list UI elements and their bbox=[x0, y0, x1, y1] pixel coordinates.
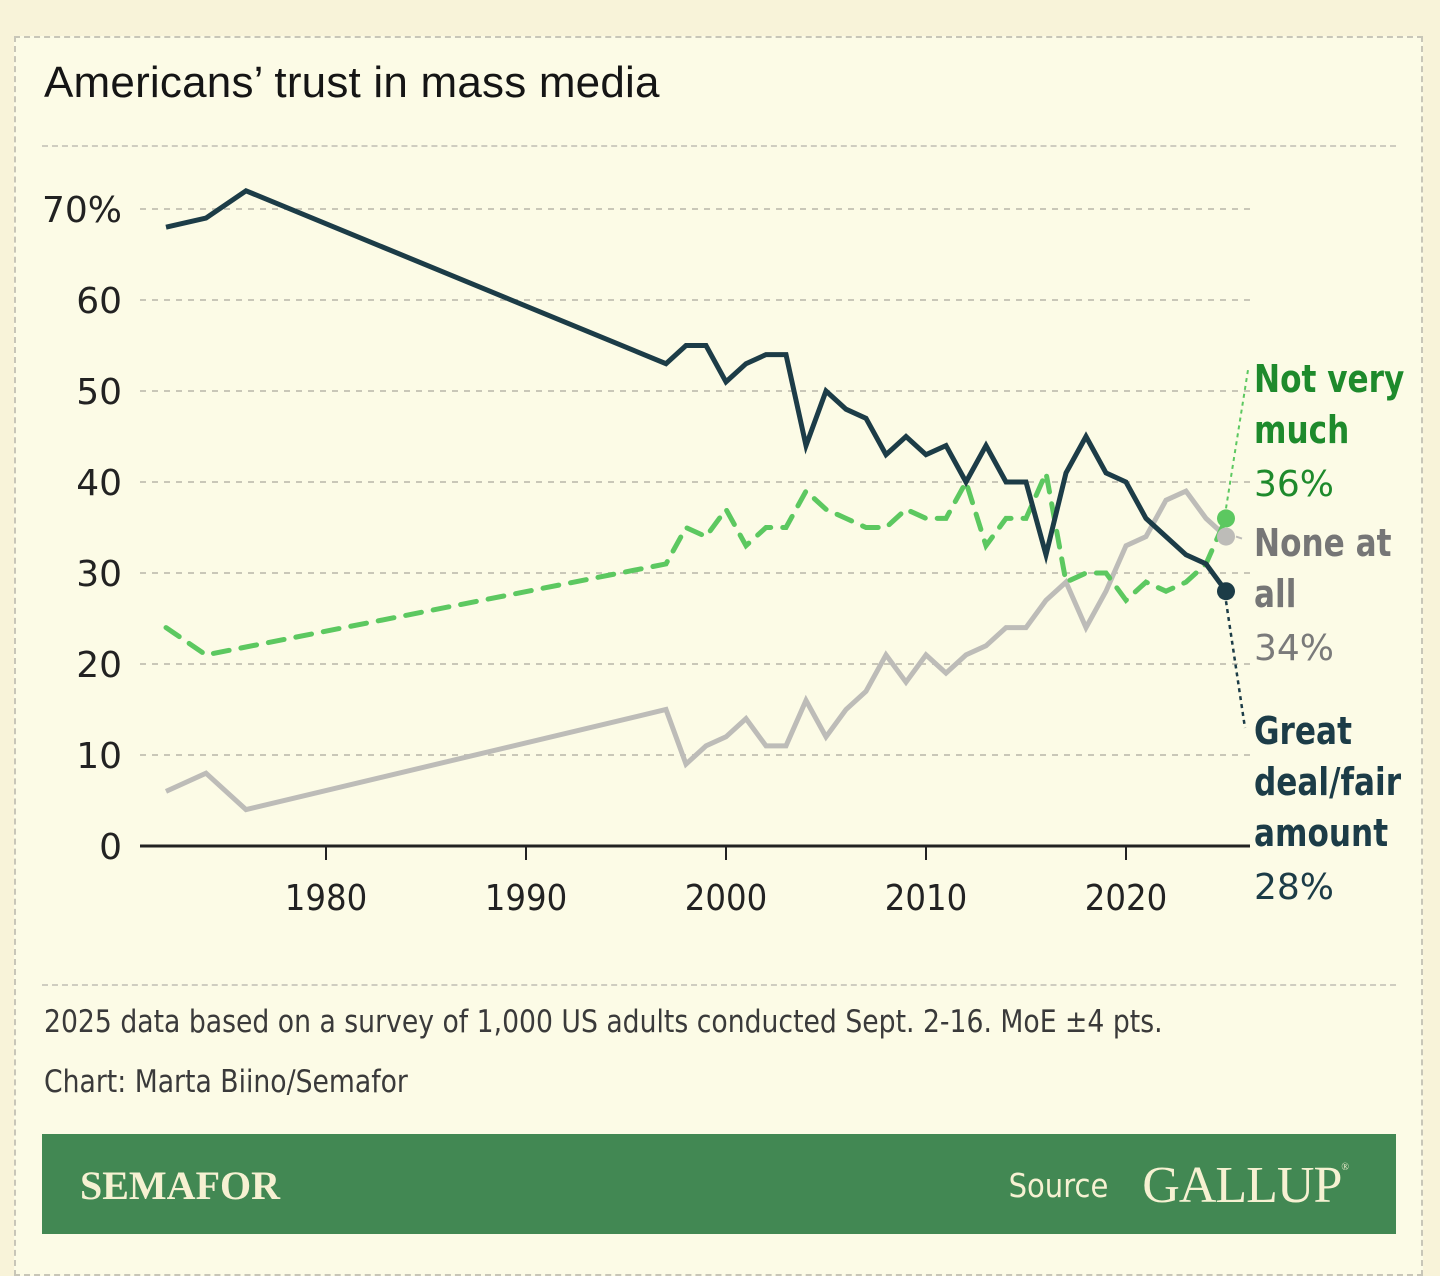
series-line-not-very-much bbox=[163, 464, 1229, 658]
series-value-none-at-all: 34% bbox=[1254, 628, 1334, 669]
x-axis: 1980 1990 2000 2010 2020 bbox=[140, 844, 1250, 919]
y-tick-label: 10 bbox=[76, 736, 122, 777]
y-axis-ticks: 0 10 20 30 40 50 60 70% bbox=[42, 190, 122, 868]
x-tick-label: 2020 bbox=[1085, 877, 1167, 919]
x-tick-label: 2010 bbox=[885, 877, 967, 919]
x-tick-label: 1990 bbox=[485, 877, 567, 919]
series-line-great-deal bbox=[165, 187, 1229, 593]
series-value-not-very-much: 36% bbox=[1254, 464, 1334, 505]
leader-great-deal bbox=[1224, 601, 1247, 729]
series-labels: Not very much 36% None at all 34% Great deal/fa… bbox=[1254, 358, 1405, 908]
end-dot-none-at-all bbox=[1217, 527, 1235, 546]
series-label-great-deal: Great bbox=[1254, 710, 1352, 754]
series-label-not-very-much: Not very bbox=[1254, 358, 1405, 402]
end-dot-great-deal bbox=[1217, 582, 1235, 601]
y-tick-label: 30 bbox=[76, 554, 122, 595]
series-label-none-at-all: all bbox=[1254, 573, 1296, 617]
series-label-not-very-much: much bbox=[1254, 409, 1349, 453]
gallup-logo: GALLUP® bbox=[1142, 1156, 1349, 1215]
y-tick-label: 50 bbox=[76, 372, 122, 413]
y-tick-label: 70% bbox=[42, 190, 122, 231]
series-label-great-deal: deal/fair bbox=[1254, 761, 1402, 805]
y-tick-label: 20 bbox=[76, 645, 122, 686]
y-tick-label: 0 bbox=[99, 827, 122, 868]
chart-title: Americans’ trust in mass media bbox=[44, 58, 660, 107]
source-label: Source bbox=[1008, 1166, 1108, 1205]
semafor-logo: SEMAFOR bbox=[80, 1163, 280, 1208]
y-tick-label: 60 bbox=[76, 281, 122, 322]
end-dot-not-very-much bbox=[1217, 509, 1235, 528]
footer-bar: SEMAFOR Source GALLUP® bbox=[42, 1134, 1396, 1234]
chart-credit: Chart: Marta Biino/Semafor bbox=[44, 1064, 408, 1100]
series-label-none-at-all: None at bbox=[1254, 522, 1392, 566]
x-tick-label: 1980 bbox=[285, 877, 367, 919]
survey-note: 2025 data based on a survey of 1,000 US … bbox=[44, 1004, 1163, 1040]
series-lines bbox=[163, 187, 1229, 813]
top-divider bbox=[42, 145, 1396, 147]
gallup-wordmark: GALLUP bbox=[1142, 1157, 1342, 1214]
gridlines bbox=[140, 208, 1250, 756]
leader-none-at-all bbox=[1235, 535, 1243, 540]
y-tick-label: 40 bbox=[76, 463, 122, 504]
chart-card bbox=[14, 36, 1423, 1276]
label-leader-lines bbox=[1224, 369, 1249, 729]
line-chart: 0 10 20 30 40 50 60 70% 1980 1990 2000 2010 2020 No… bbox=[42, 187, 1405, 919]
bottom-divider bbox=[42, 984, 1396, 986]
x-tick-label: 2000 bbox=[685, 877, 767, 919]
end-points bbox=[1217, 509, 1235, 601]
series-line-none-at-all bbox=[164, 487, 1228, 813]
registered-mark: ® bbox=[1341, 1162, 1349, 1173]
series-label-great-deal: amount bbox=[1254, 812, 1388, 856]
series-value-great-deal: 28% bbox=[1254, 867, 1334, 908]
